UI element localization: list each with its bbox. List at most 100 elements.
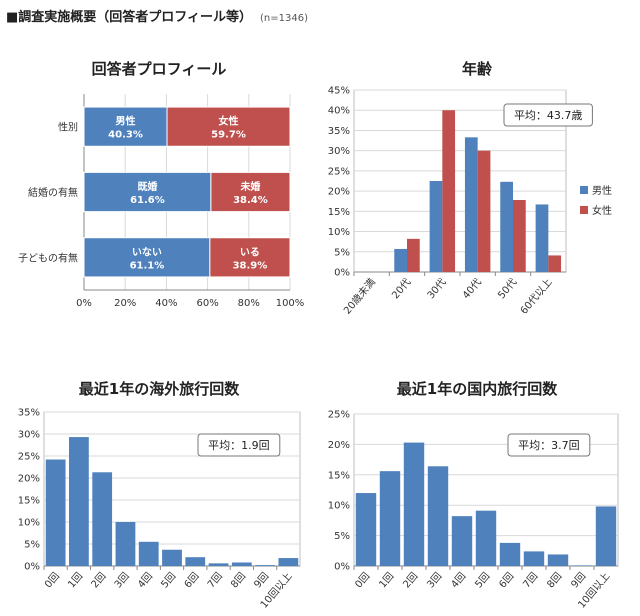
bar bbox=[278, 558, 299, 566]
bar bbox=[595, 506, 617, 566]
y-tick-label: 25% bbox=[18, 452, 40, 463]
bar bbox=[523, 551, 545, 566]
age-chart-title: 年齢 bbox=[461, 60, 492, 78]
segment-label: いる bbox=[240, 246, 260, 258]
bar bbox=[403, 442, 425, 566]
age-chart-svg: 0% 5% 10% 15% 20% 25% 30% 35% 40% 45% 20歳未満 20代 30代 4… bbox=[328, 86, 612, 317]
bar-segment bbox=[209, 237, 291, 278]
x-tick-label: 20代 bbox=[389, 276, 413, 301]
profile-chart-svg: 0% 20% 40% 60% 80% 100% 性別 男性 40.3% 女性 59.7% 結婚の有無 既… bbox=[18, 94, 305, 309]
x-tick-label: 3回 bbox=[425, 570, 445, 590]
x-tick-label: 2回 bbox=[401, 570, 421, 590]
segment-value: 61.6% bbox=[130, 195, 165, 206]
x-tick-label: 1回 bbox=[65, 570, 85, 590]
x-tick-label: 40代 bbox=[460, 276, 484, 301]
y-tick-label: 15% bbox=[18, 496, 40, 507]
x-tick-label: 1回 bbox=[377, 570, 397, 590]
domestic-travel-chart: 最近1年の国内旅行回数 0% 5% 10% 15% 20% 25% 0回 1回 2回 3回 4回 5回… bbox=[318, 372, 636, 616]
bar bbox=[379, 471, 401, 566]
bar bbox=[535, 204, 549, 272]
x-tick-label: 20歳未満 bbox=[341, 276, 378, 316]
x-tick-label: 8回 bbox=[545, 570, 565, 590]
bar-segment bbox=[166, 106, 291, 147]
x-tick-label: 80% bbox=[238, 298, 260, 309]
overseas-travel-chart: 最近1年の海外旅行回数 0% 5% 10% 15% 20% 25% 30% 35% 0回 1回 2回… bbox=[8, 372, 310, 616]
segment-value: 40.3% bbox=[108, 130, 143, 141]
y-tick-label: 35% bbox=[328, 126, 350, 137]
bar bbox=[115, 522, 136, 566]
bar bbox=[92, 472, 113, 566]
y-tick-label: 5% bbox=[334, 531, 350, 542]
bar bbox=[548, 255, 562, 272]
x-tick-label: 30代 bbox=[425, 276, 449, 301]
domestic-chart-svg: 0%5%10%15%20%25%0回 1回 2回 3回 4回 5回 6回 7回 8回 9回10回以… bbox=[328, 410, 619, 611]
segment-label: 既婚 bbox=[137, 180, 157, 193]
average-callout bbox=[503, 103, 593, 127]
segment-value: 59.7% bbox=[211, 130, 246, 141]
y-tick-label: 40% bbox=[328, 106, 350, 117]
y-tick-label: 0% bbox=[334, 268, 350, 279]
x-tick-label: 100% bbox=[276, 298, 305, 309]
bar bbox=[162, 549, 182, 566]
x-tick-label: 7回 bbox=[205, 570, 225, 590]
average-callout bbox=[197, 433, 281, 457]
bar bbox=[464, 137, 478, 272]
header-title: ■調査実施概要（回答者プロフィール等） bbox=[6, 10, 253, 25]
y-tick-label: 20% bbox=[328, 187, 350, 198]
x-tick-label: 0回 bbox=[42, 570, 62, 590]
x-tick-label: 9回 bbox=[252, 570, 272, 590]
legend-swatch bbox=[580, 186, 588, 194]
bar bbox=[355, 493, 377, 566]
domestic-chart-title: 最近1年の国内旅行回数 bbox=[396, 380, 558, 398]
bar bbox=[451, 516, 473, 566]
bar bbox=[208, 563, 229, 566]
bar bbox=[427, 466, 449, 566]
x-tick-label: 6回 bbox=[497, 570, 517, 590]
legend-label: 女性 bbox=[592, 204, 612, 217]
x-tick-label: 4回 bbox=[449, 570, 469, 590]
bar bbox=[475, 510, 497, 566]
x-tick-label: 20% bbox=[114, 298, 136, 309]
y-tick-label: 25% bbox=[328, 166, 350, 177]
x-tick-label: 0% bbox=[76, 298, 92, 309]
y-tick-label: 0% bbox=[24, 562, 40, 573]
x-tick-label: 40% bbox=[155, 298, 177, 309]
x-tick-label: 5回 bbox=[473, 570, 493, 590]
overseas-chart-title: 最近1年の海外旅行回数 bbox=[78, 380, 240, 398]
y-tick-label: 5% bbox=[24, 540, 40, 551]
profile-chart: 回答者プロフィール 0% 20% 40% 60% 80% 100% 性別 男性 40.3% 女性 5… bbox=[8, 52, 310, 320]
page-header: ■調査実施概要（回答者プロフィール等） (n=1346) bbox=[6, 6, 308, 25]
average-label: 平均：43.7歳 bbox=[514, 109, 583, 122]
x-tick-label: 3回 bbox=[112, 570, 132, 590]
bar bbox=[185, 557, 206, 566]
segment-value: 38.4% bbox=[233, 195, 268, 206]
y-tick-label: 20% bbox=[328, 440, 350, 451]
bar-segment bbox=[210, 171, 291, 213]
y-tick-label: 25% bbox=[328, 410, 350, 421]
y-tick-label: 30% bbox=[18, 430, 40, 441]
bar bbox=[255, 565, 275, 566]
y-tick-label: 10% bbox=[328, 227, 350, 238]
y-tick-label: 35% bbox=[18, 408, 40, 419]
bar bbox=[442, 110, 456, 272]
average-label: 平均：1.9回 bbox=[208, 439, 270, 452]
y-tick-label: 30% bbox=[328, 146, 350, 157]
bar bbox=[499, 542, 521, 566]
bar bbox=[547, 554, 569, 566]
bar bbox=[500, 181, 513, 272]
y-tick-label: 15% bbox=[328, 470, 350, 481]
x-tick-label: 0回 bbox=[353, 570, 373, 590]
bar bbox=[407, 238, 420, 272]
segment-value: 38.9% bbox=[233, 260, 268, 271]
bar bbox=[394, 248, 407, 272]
row-label: 結婚の有無 bbox=[28, 186, 78, 199]
y-tick-label: 20% bbox=[18, 474, 40, 485]
row-label: 性別 bbox=[58, 121, 78, 134]
profile-chart-title: 回答者プロフィール bbox=[91, 60, 227, 78]
segment-label: 男性 bbox=[116, 115, 136, 128]
bar bbox=[45, 459, 66, 566]
y-tick-label: 0% bbox=[334, 562, 350, 573]
bar bbox=[513, 200, 526, 272]
y-tick-label: 10% bbox=[18, 518, 40, 529]
average-callout bbox=[507, 433, 591, 457]
